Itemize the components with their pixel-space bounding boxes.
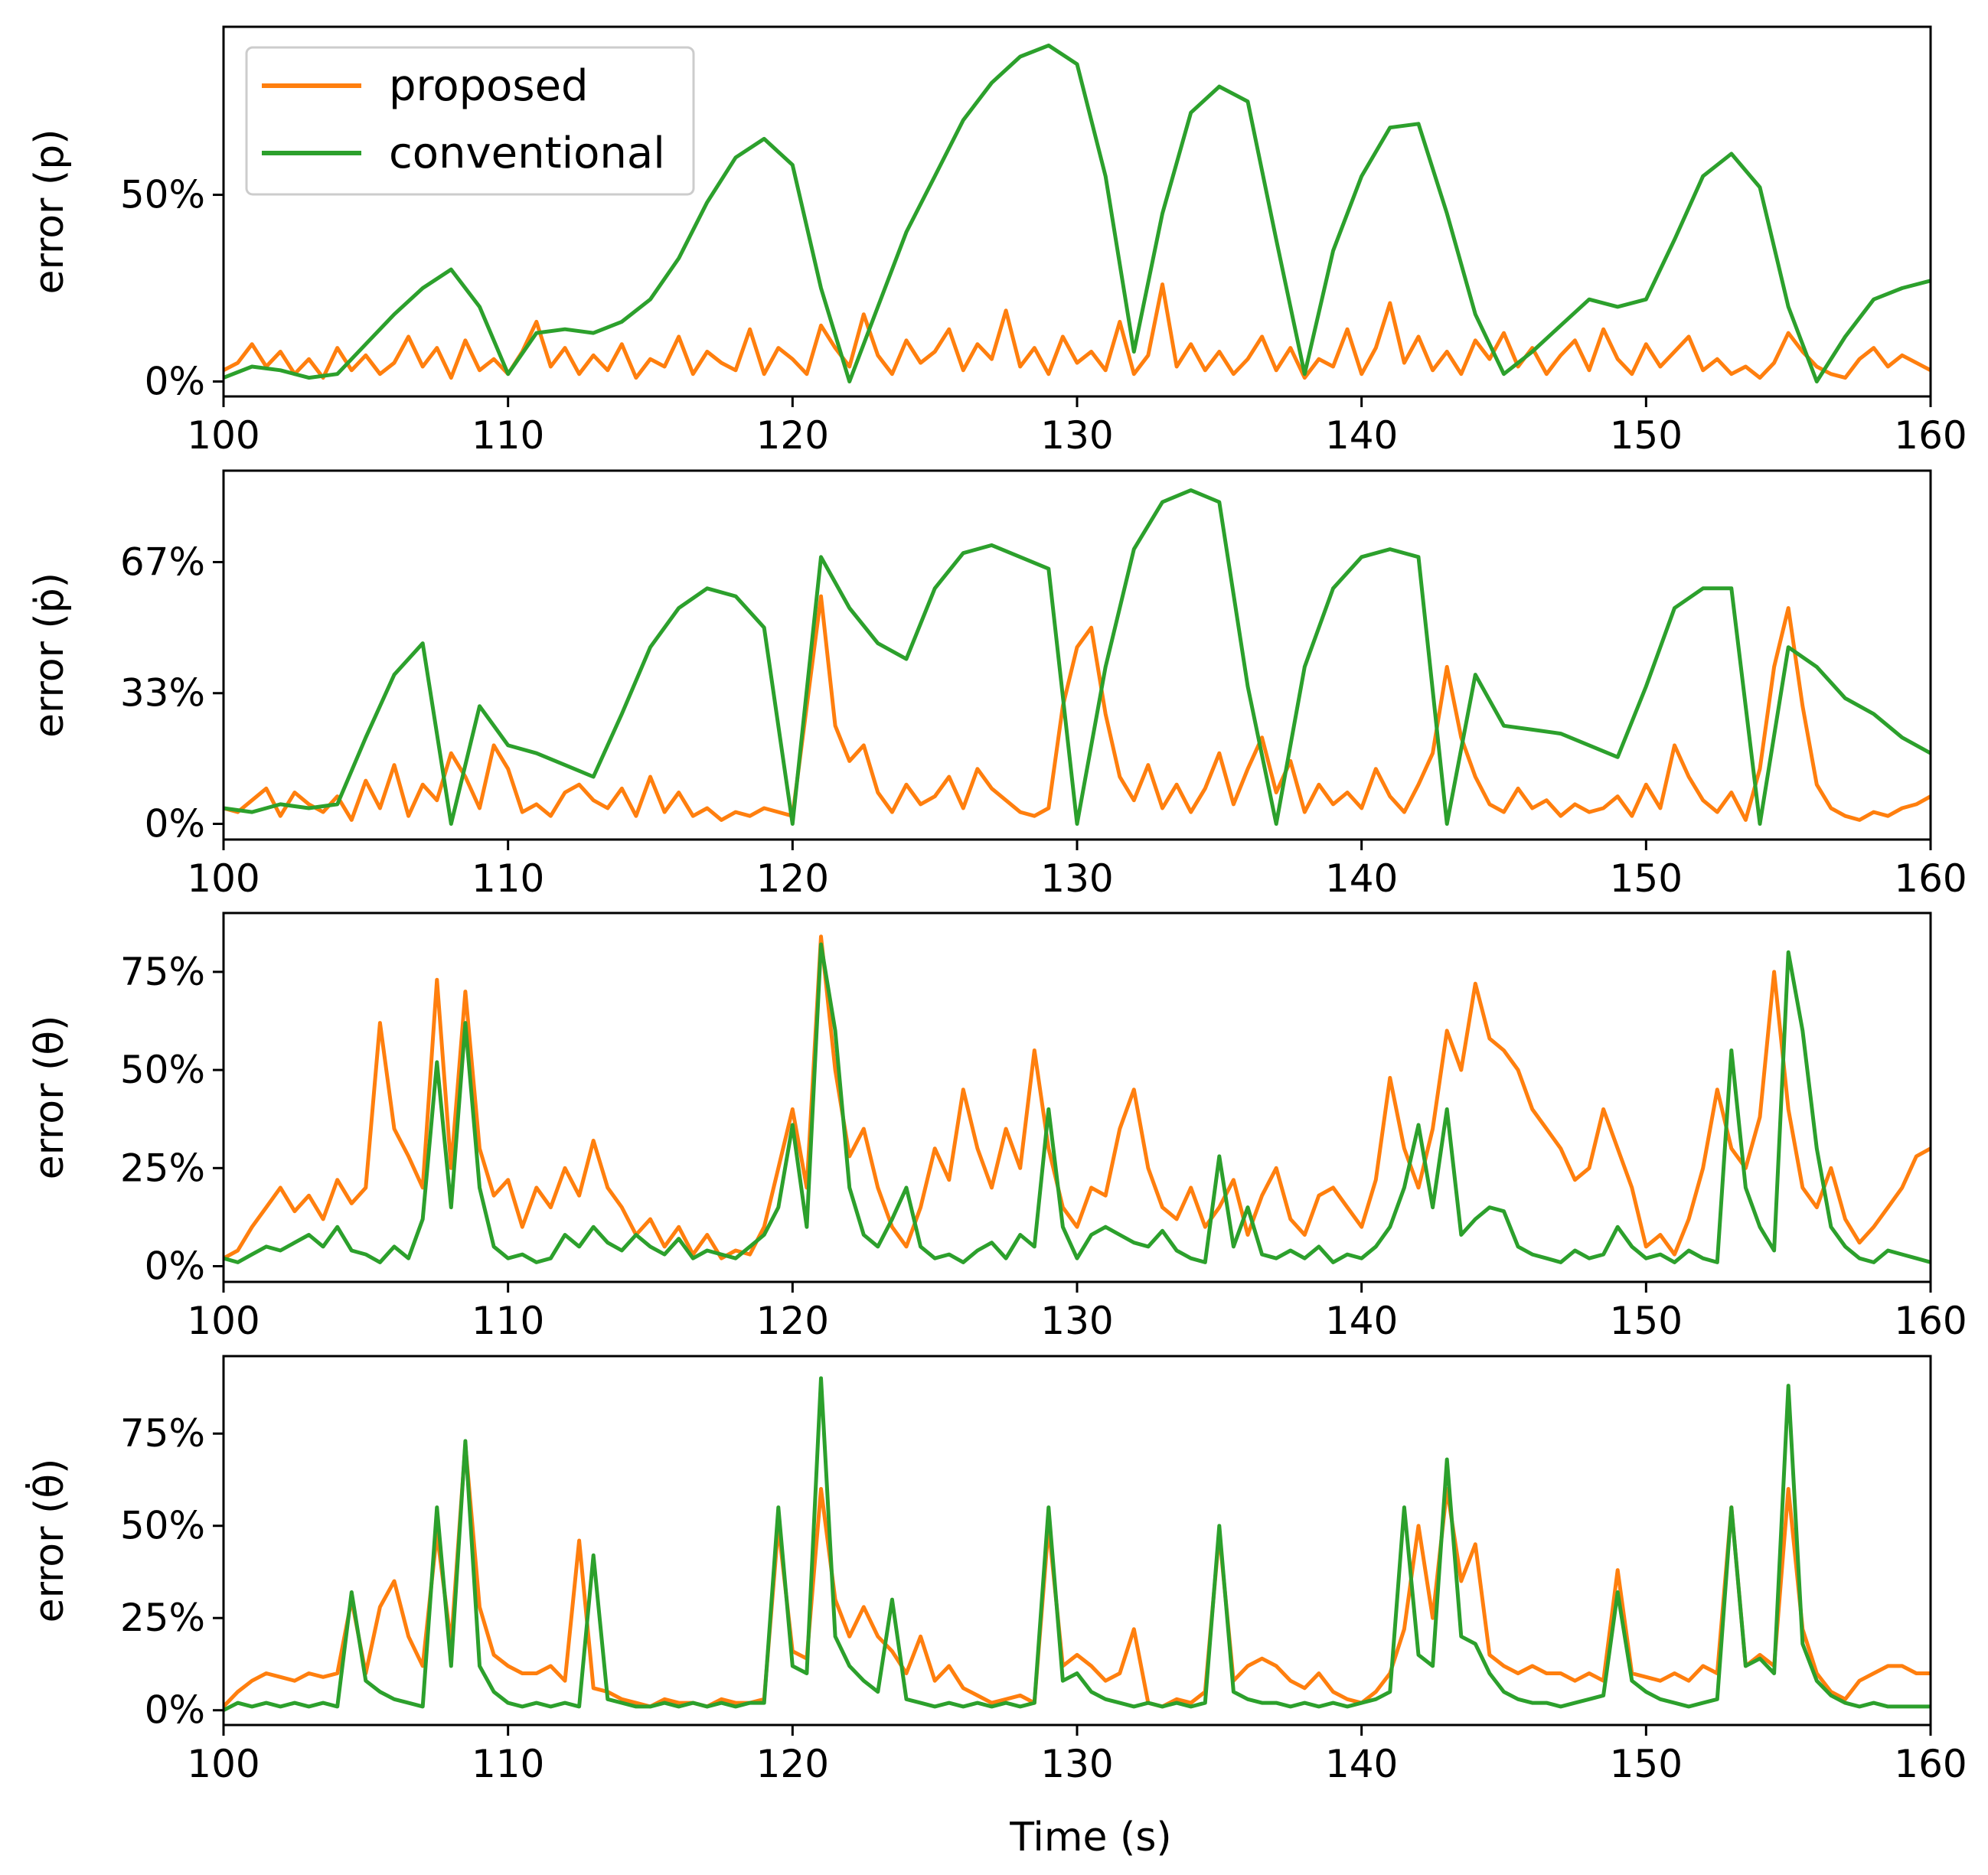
- x-tick-label-position-100: 100: [187, 413, 260, 458]
- series-line-conventional-position: [224, 43, 1931, 383]
- y-tick-label-angle-2: 50%: [120, 1048, 205, 1092]
- legend-label-proposed: proposed: [389, 61, 589, 111]
- x-tick-label-angular-velocity-160: 160: [1894, 1742, 1967, 1786]
- x-tick-label-angular-velocity-100: 100: [187, 1742, 260, 1786]
- series-line-proposed-angular-velocity: [224, 1443, 1931, 1709]
- series-line-conventional-velocity: [224, 488, 1931, 826]
- panel-velocity-error: 100 110 120 130 140 150 160 0% 33% 67% error (ṗ): [27, 469, 1967, 901]
- y-tick-label-angular-velocity-0: 0%: [145, 1688, 205, 1733]
- x-tick-label-velocity-120: 120: [756, 856, 829, 901]
- x-tick-label-angle-150: 150: [1610, 1299, 1683, 1343]
- y-tick-label-angle-1: 25%: [120, 1146, 205, 1190]
- x-tick-label-position-160: 160: [1894, 413, 1967, 458]
- x-tick-label-position-120: 120: [756, 413, 829, 458]
- y-tick-label-angular-velocity-3: 75%: [120, 1411, 205, 1456]
- x-tick-label-velocity-130: 130: [1040, 856, 1113, 901]
- legend: proposed conventional: [245, 46, 695, 196]
- panel-position-error: 100 110 120 130 140 150 160 0% 50% error (p): [27, 25, 1967, 458]
- x-tick-label-angle-130: 130: [1040, 1299, 1113, 1343]
- x-tick-label-angular-velocity-120: 120: [756, 1742, 829, 1786]
- series-line-proposed-position: [224, 282, 1931, 380]
- y-axis-label-angle: error (θ): [27, 1016, 73, 1180]
- legend-label-conventional: conventional: [389, 129, 665, 178]
- x-tick-label-angle-100: 100: [187, 1299, 260, 1343]
- series-line-conventional-angle: [224, 942, 1931, 1264]
- panel-angular-velocity-error: 100 110 120 130 140 150 160 0% 25% 50% 75% error (θ…: [26, 1355, 1967, 1786]
- x-tick-label-velocity-100: 100: [187, 856, 260, 901]
- x-tick-label-velocity-160: 160: [1894, 856, 1967, 901]
- x-tick-label-position-130: 130: [1040, 413, 1113, 458]
- x-tick-label-velocity-110: 110: [472, 856, 544, 901]
- y-tick-label-angular-velocity-1: 25%: [120, 1596, 205, 1640]
- y-tick-label-velocity-2: 67%: [120, 540, 205, 584]
- x-tick-label-angle-110: 110: [472, 1299, 544, 1343]
- y-tick-label-angular-velocity-2: 50%: [120, 1504, 205, 1548]
- x-tick-label-angle-140: 140: [1325, 1299, 1398, 1343]
- x-tick-label-position-150: 150: [1610, 413, 1683, 458]
- x-tick-label-position-110: 110: [472, 413, 544, 458]
- y-tick-label-position-0: 0%: [145, 359, 205, 403]
- y-tick-label-velocity-1: 33%: [120, 671, 205, 716]
- x-tick-label-angular-velocity-130: 130: [1040, 1742, 1113, 1786]
- y-axis-label-velocity: error (ṗ): [27, 572, 73, 738]
- series-line-conventional-angular-velocity: [224, 1376, 1931, 1712]
- y-tick-label-angle-0: 0%: [145, 1244, 205, 1288]
- y-axis-label-angular-velocity: error (θ̇): [26, 1459, 73, 1623]
- x-tick-label-angular-velocity-110: 110: [472, 1742, 544, 1786]
- y-axis-label-position: error (p): [27, 129, 73, 295]
- x-tick-label-angle-120: 120: [756, 1299, 829, 1343]
- x-tick-label-velocity-140: 140: [1325, 856, 1398, 901]
- panel-angle-error: 100 110 120 130 140 150 160 0% 25% 50% 75% error (θ…: [27, 911, 1967, 1343]
- x-tick-label-angular-velocity-140: 140: [1325, 1742, 1398, 1786]
- y-tick-label-angle-3: 75%: [120, 950, 205, 994]
- series-line-proposed-angle: [224, 934, 1931, 1260]
- x-tick-label-velocity-150: 150: [1610, 856, 1683, 901]
- series-line-proposed-velocity: [224, 594, 1931, 822]
- y-tick-label-velocity-0: 0%: [145, 801, 205, 846]
- x-tick-label-angular-velocity-150: 150: [1610, 1742, 1683, 1786]
- x-tick-label-position-140: 140: [1325, 413, 1398, 458]
- x-tick-label-angle-160: 160: [1894, 1299, 1967, 1343]
- y-tick-label-position-1: 50%: [120, 173, 205, 217]
- x-axis-label: Time (s): [1009, 1815, 1171, 1860]
